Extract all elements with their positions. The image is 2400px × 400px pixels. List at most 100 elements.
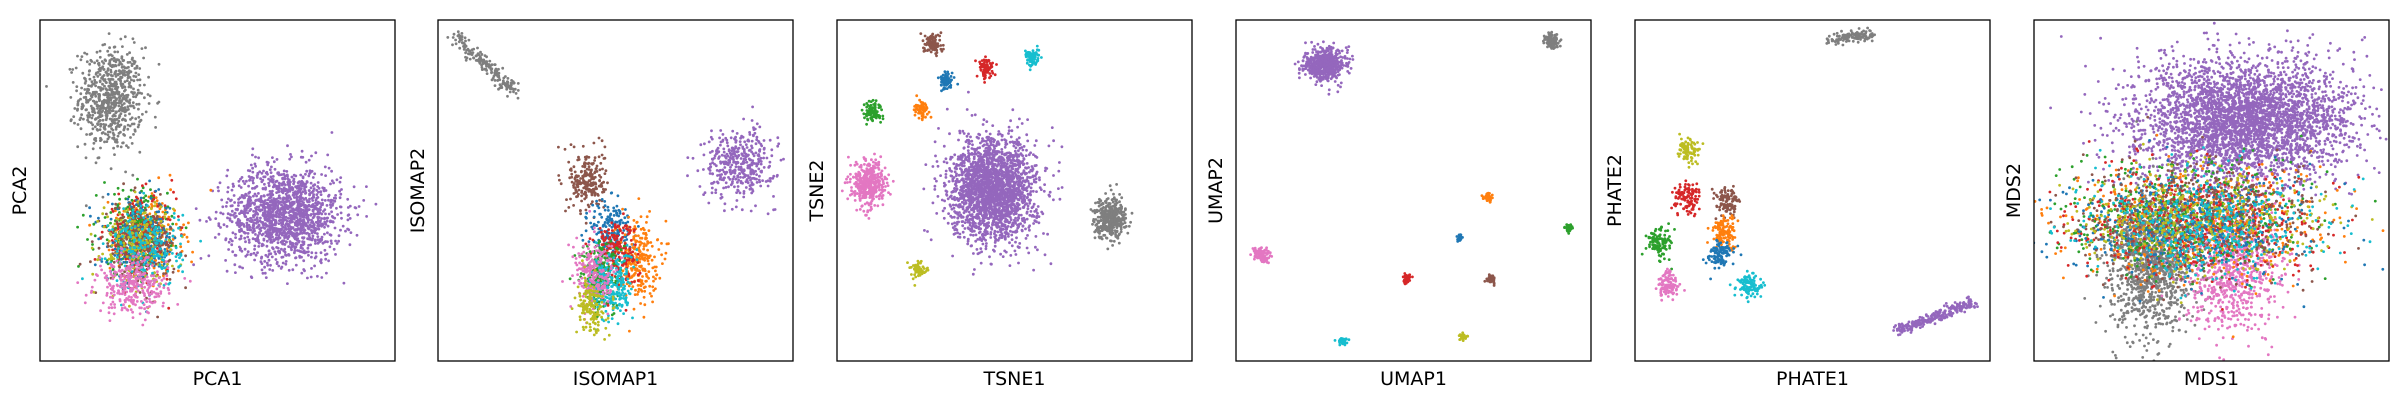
scatter-point bbox=[289, 197, 293, 201]
scatter-point bbox=[714, 164, 718, 168]
scatter-point bbox=[87, 69, 91, 73]
scatter-point bbox=[308, 193, 311, 197]
scatter-point bbox=[144, 256, 148, 259]
scatter-point bbox=[93, 78, 97, 82]
scatter-point bbox=[119, 251, 123, 255]
scatter-point bbox=[292, 209, 295, 213]
scatter-point bbox=[299, 225, 303, 229]
scatter-point bbox=[451, 43, 454, 47]
scatter-point bbox=[98, 256, 102, 260]
scatter-point bbox=[777, 142, 781, 146]
scatter-point bbox=[146, 204, 149, 208]
scatter-point bbox=[266, 255, 270, 259]
scatter-point bbox=[168, 218, 172, 222]
scatter-point bbox=[731, 177, 735, 181]
scatter-point bbox=[76, 281, 80, 284]
scatter-point bbox=[306, 216, 309, 219]
scatter-point bbox=[754, 169, 757, 173]
scatter-point bbox=[126, 76, 130, 80]
scatter-point bbox=[277, 173, 281, 177]
scatter-point bbox=[159, 292, 163, 295]
scatter-point bbox=[116, 73, 120, 77]
scatter-point bbox=[595, 164, 599, 168]
scatter-point bbox=[294, 214, 298, 218]
scatter-point bbox=[119, 225, 122, 229]
scatter-point bbox=[578, 179, 581, 183]
scatter-point bbox=[167, 215, 171, 219]
scatter-point bbox=[772, 174, 776, 178]
scatter-point bbox=[122, 128, 126, 132]
scatter-point bbox=[102, 123, 105, 126]
scatter-point bbox=[92, 141, 96, 145]
scatter-point bbox=[265, 170, 269, 174]
scatter-point bbox=[742, 195, 746, 199]
scatter-point bbox=[475, 58, 479, 62]
scatter-point bbox=[251, 219, 254, 222]
scatter-point bbox=[110, 263, 114, 267]
scatter-point bbox=[129, 308, 133, 311]
scatter-point bbox=[125, 268, 128, 272]
scatter-point bbox=[258, 219, 262, 223]
scatter-point bbox=[320, 212, 324, 216]
scatter-point bbox=[154, 233, 158, 237]
scatter-point bbox=[732, 175, 736, 179]
scatter-point bbox=[146, 223, 149, 226]
scatter-point bbox=[106, 224, 109, 228]
scatter-point bbox=[304, 196, 308, 200]
scatter-point bbox=[141, 323, 145, 327]
scatter-point bbox=[123, 210, 127, 213]
axes-frame bbox=[39, 19, 396, 362]
scatter-point bbox=[72, 115, 76, 118]
scatter-point bbox=[107, 99, 110, 103]
scatter-point bbox=[133, 219, 137, 223]
scatter-point bbox=[143, 233, 147, 236]
scatter-point bbox=[745, 179, 749, 183]
scatter-point bbox=[737, 165, 741, 169]
scatter-point bbox=[310, 267, 313, 270]
scatter-point bbox=[134, 303, 137, 307]
scatter-point bbox=[270, 203, 274, 207]
scatter-point bbox=[276, 246, 280, 250]
scatter-point bbox=[298, 214, 302, 218]
scatter-point bbox=[131, 101, 135, 104]
scatter-point bbox=[305, 232, 308, 235]
scatter-point bbox=[129, 281, 133, 285]
scatter-point bbox=[743, 140, 747, 144]
scatter-point bbox=[593, 159, 596, 162]
scatter-point bbox=[282, 201, 286, 205]
scatter-point bbox=[207, 216, 211, 220]
scatter-point bbox=[723, 209, 726, 213]
scatter-point bbox=[159, 205, 163, 209]
scatter-point bbox=[263, 215, 267, 219]
scatter-point bbox=[108, 88, 111, 91]
scatter-point bbox=[166, 286, 170, 290]
scatter-point bbox=[103, 181, 106, 184]
scatter-point bbox=[282, 182, 286, 186]
scatter-point bbox=[94, 194, 98, 197]
scatter-point bbox=[563, 147, 567, 151]
scatter-point bbox=[698, 185, 702, 188]
scatter-point bbox=[149, 231, 152, 235]
scatter-point bbox=[74, 66, 78, 70]
scatter-point bbox=[752, 128, 756, 132]
scatter-point bbox=[149, 217, 153, 221]
scatter-point bbox=[137, 115, 141, 119]
scatter-point bbox=[103, 257, 107, 261]
scatter-point bbox=[269, 193, 273, 197]
scatter-point bbox=[90, 285, 94, 289]
scatter-point bbox=[118, 299, 122, 303]
scatter-point bbox=[314, 255, 318, 258]
scatter-point bbox=[107, 32, 111, 35]
scatter-point bbox=[312, 193, 315, 196]
scatter-point bbox=[107, 84, 111, 88]
scatter-point bbox=[156, 250, 160, 254]
scatter-point bbox=[572, 204, 575, 207]
scatter-point bbox=[558, 178, 561, 182]
scatter-point bbox=[177, 265, 181, 269]
scatter-point bbox=[283, 189, 287, 193]
scatter-point bbox=[240, 249, 244, 253]
scatter-point bbox=[598, 212, 602, 216]
scatter-point bbox=[122, 59, 126, 62]
scatter-point bbox=[161, 210, 165, 214]
scatter-point bbox=[248, 190, 252, 194]
